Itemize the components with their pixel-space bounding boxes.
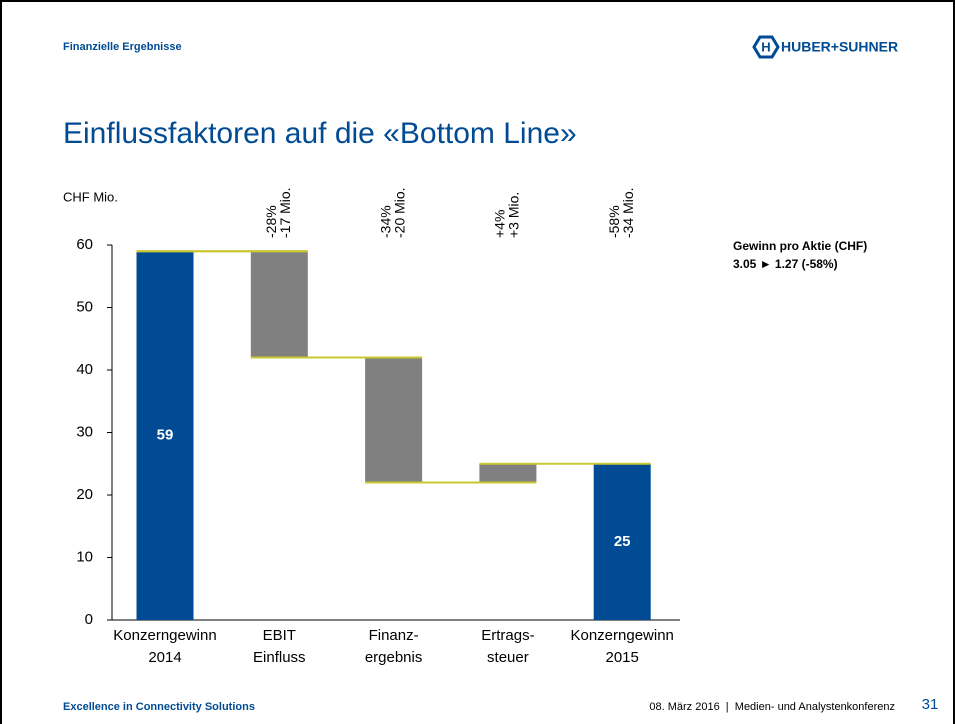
x-tick-label: Konzerngewinn bbox=[113, 627, 216, 644]
x-tick-label: Ertrags- bbox=[481, 627, 534, 644]
section: Finanzielle Ergebnisse bbox=[63, 41, 182, 53]
bar bbox=[593, 463, 651, 620]
bar bbox=[136, 251, 194, 620]
svg-text:H: H bbox=[761, 39, 770, 54]
note-text: 3.05 ► 1.27 (-58%) bbox=[733, 257, 838, 271]
annotation: +3 Mio. bbox=[506, 192, 522, 238]
annotation: -20 Mio. bbox=[391, 187, 407, 238]
y-tick-label: 10 bbox=[76, 548, 93, 565]
y-axis-label: CHF Mio. bbox=[63, 189, 118, 204]
x-tick-label: EBIT bbox=[263, 627, 296, 644]
x-tick-label: 2015 bbox=[606, 649, 639, 666]
x-tick-label: Finanz- bbox=[369, 627, 419, 644]
annotation: +4% bbox=[492, 210, 508, 238]
bar bbox=[479, 463, 537, 483]
y-tick-label: 20 bbox=[76, 486, 93, 503]
annotation: -58% bbox=[606, 205, 622, 238]
annotation: -17 Mio. bbox=[277, 187, 293, 238]
y-tick-label: 30 bbox=[76, 423, 93, 440]
x-tick-label: Konzerngewinn bbox=[570, 627, 673, 644]
bar bbox=[250, 251, 308, 358]
page-number: 31 bbox=[922, 696, 939, 713]
x-tick-label: steuer bbox=[487, 649, 529, 666]
footer-right: 08. März 2016 | Medien- und Analystenkon… bbox=[649, 701, 895, 713]
chart-title: Einflussfaktoren auf die «Bottom Line» bbox=[63, 117, 577, 150]
y-tick-label: 40 bbox=[76, 361, 93, 378]
y-tick-label: 60 bbox=[76, 236, 93, 253]
value-label: 59 bbox=[157, 427, 174, 444]
bar bbox=[365, 357, 423, 483]
y-tick-label: 0 bbox=[85, 611, 93, 628]
y-tick-label: 50 bbox=[76, 298, 93, 315]
annotation: -28% bbox=[263, 205, 279, 238]
note-title: Gewinn pro Aktie (CHF) bbox=[733, 239, 867, 253]
logo-text: HUBER+SUHNER bbox=[781, 39, 898, 55]
annotation: -34% bbox=[377, 205, 393, 238]
logo: H HUBER+SUHNER bbox=[752, 35, 898, 59]
annotation: -34 Mio. bbox=[620, 187, 636, 238]
footer-left: Excellence in Connectivity Solutions bbox=[63, 701, 255, 713]
value-label: 25 bbox=[614, 533, 631, 550]
x-tick-label: 2014 bbox=[148, 649, 181, 666]
x-tick-label: ergebnis bbox=[365, 649, 423, 666]
x-tick-label: Einfluss bbox=[253, 649, 306, 666]
